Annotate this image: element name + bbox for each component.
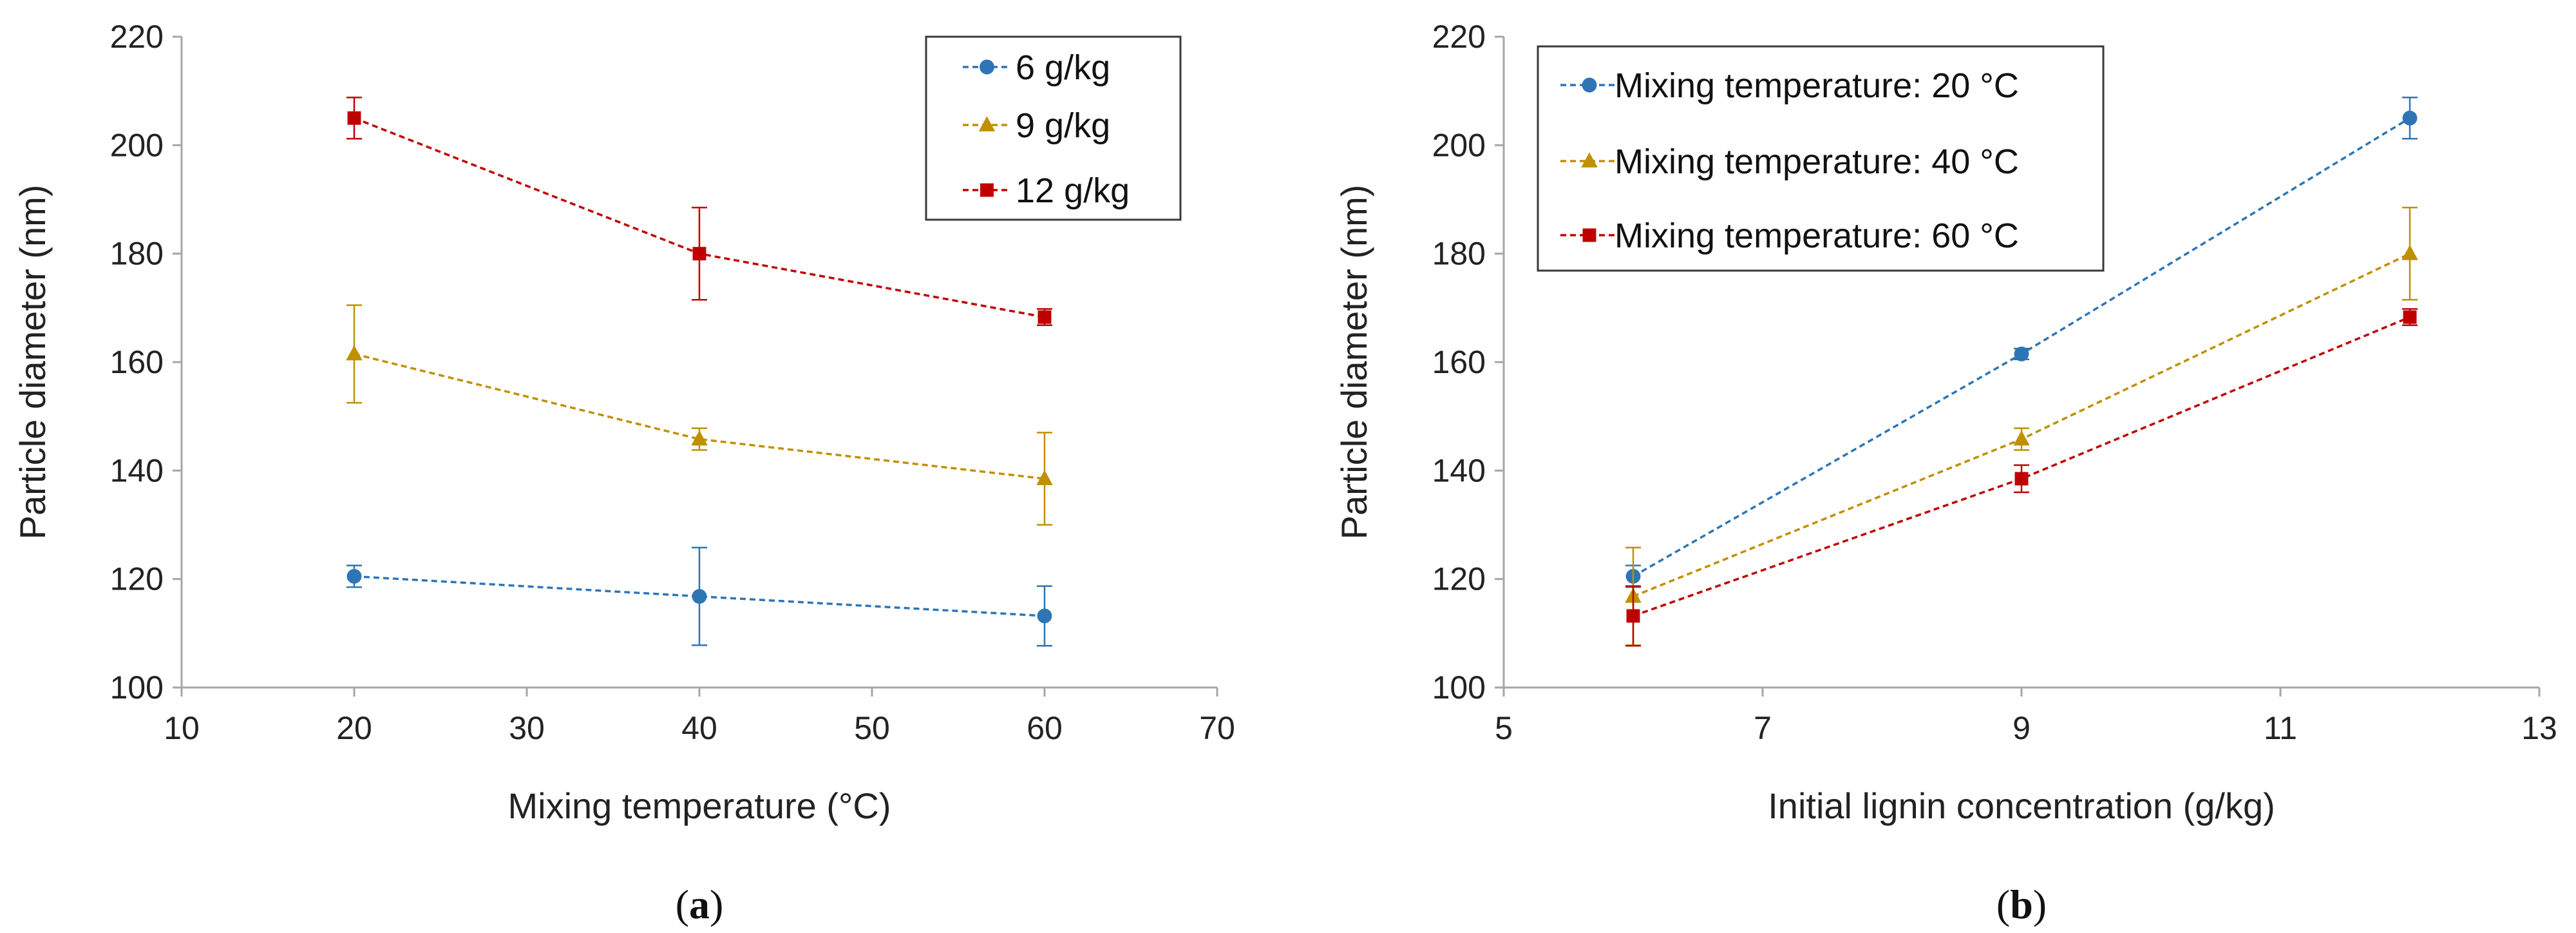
y-tick-label: 140 (1432, 452, 1486, 488)
legend-label: Mixing temperature: 60 °C (1615, 216, 2019, 255)
data-point (2013, 430, 2030, 446)
data-point (691, 430, 708, 446)
y-tick-label: 100 (1432, 669, 1486, 706)
series-3 (1625, 308, 2418, 647)
series-1 (346, 546, 1052, 647)
legend: Mixing temperature: 20 °C Mixing temperat… (1537, 45, 2105, 272)
x-tick-label: 60 (1027, 710, 1063, 746)
series-2 (1625, 206, 2418, 646)
legend-marker (978, 116, 996, 131)
legend-label: 9 g/kg (1016, 106, 1110, 145)
data-point (2402, 110, 2418, 126)
data-point (2014, 472, 2029, 486)
series-line (1633, 316, 2410, 617)
x-tick-label: 40 (681, 710, 717, 746)
data-point (346, 345, 363, 361)
y-tick-label: 100 (110, 669, 164, 706)
series-2 (346, 304, 1053, 526)
legend-marker (980, 59, 994, 75)
panel-label: (b) (1996, 881, 2047, 927)
chart-panel-a: 100 120 140 160 180 200 220 10 20 30 40 50 60 70 Mixin… (12, 19, 1235, 927)
data-point (1037, 608, 1052, 624)
y-axis-title: Particle diameter (nm) (1334, 185, 1374, 540)
data-point (346, 569, 362, 584)
y-axis-title: Particle diameter (nm) (12, 185, 53, 540)
x-tick-label: 5 (1495, 710, 1513, 746)
y-tick-label: 140 (110, 452, 164, 488)
legend-marker (980, 183, 994, 197)
series-3 (346, 97, 1052, 327)
x-tick-label: 13 (2521, 710, 2557, 746)
y-tick-label: 160 (1432, 344, 1486, 380)
x-axis-title: Initial lignin concentration (g/kg) (1768, 785, 2275, 826)
data-point (692, 589, 707, 604)
legend-label: Mixing temperature: 40 °C (1615, 142, 2019, 181)
legend: 6 g/kg 9 g/kg 12 g/kg (925, 35, 1182, 221)
x-tick-label: 70 (1199, 710, 1235, 746)
y-tick-label: 120 (110, 561, 164, 597)
panel-label: (a) (676, 881, 724, 927)
y-tick-label: 160 (110, 344, 164, 380)
data-point (2401, 245, 2418, 260)
y-tick-label: 180 (1432, 236, 1486, 272)
chart-panel-b: 100 120 140 160 180 200 220 5 7 9 11 13 Initial lign… (1334, 19, 2557, 927)
x-tick-label: 30 (509, 710, 545, 746)
series-line (354, 352, 1045, 480)
series-line (1633, 253, 2410, 598)
x-tick-label: 50 (854, 710, 890, 746)
legend-marker (1581, 152, 1598, 168)
y-tick-label: 180 (110, 236, 164, 272)
data-point (347, 111, 361, 125)
data-point (1037, 310, 1052, 324)
legend-label: 6 g/kg (1016, 48, 1110, 87)
y-tick-label: 120 (1432, 561, 1486, 597)
data-point (1036, 470, 1053, 485)
x-tick-label: 20 (336, 710, 372, 746)
y-tick-label: 200 (1432, 127, 1486, 163)
legend-marker (1582, 77, 1597, 93)
x-tick-label: 11 (2264, 710, 2297, 746)
legend-label: 12 g/kg (1016, 171, 1130, 210)
legend-label: Mixing temperature: 20 °C (1615, 66, 2019, 105)
x-tick-label: 7 (1754, 710, 1772, 746)
data-point (2403, 310, 2417, 324)
x-tick-label: 9 (2012, 710, 2031, 746)
x-tick-label: 10 (164, 710, 200, 746)
y-tick-label: 200 (110, 127, 164, 163)
data-point (2014, 346, 2029, 361)
x-axis-title: Mixing temperature (°C) (508, 785, 891, 826)
legend-marker (1582, 228, 1596, 242)
legend-box (1537, 45, 2105, 272)
data-point (692, 247, 706, 261)
y-tick-label: 220 (1432, 19, 1486, 55)
data-point (1626, 609, 1640, 623)
y-tick-label: 220 (110, 19, 164, 55)
